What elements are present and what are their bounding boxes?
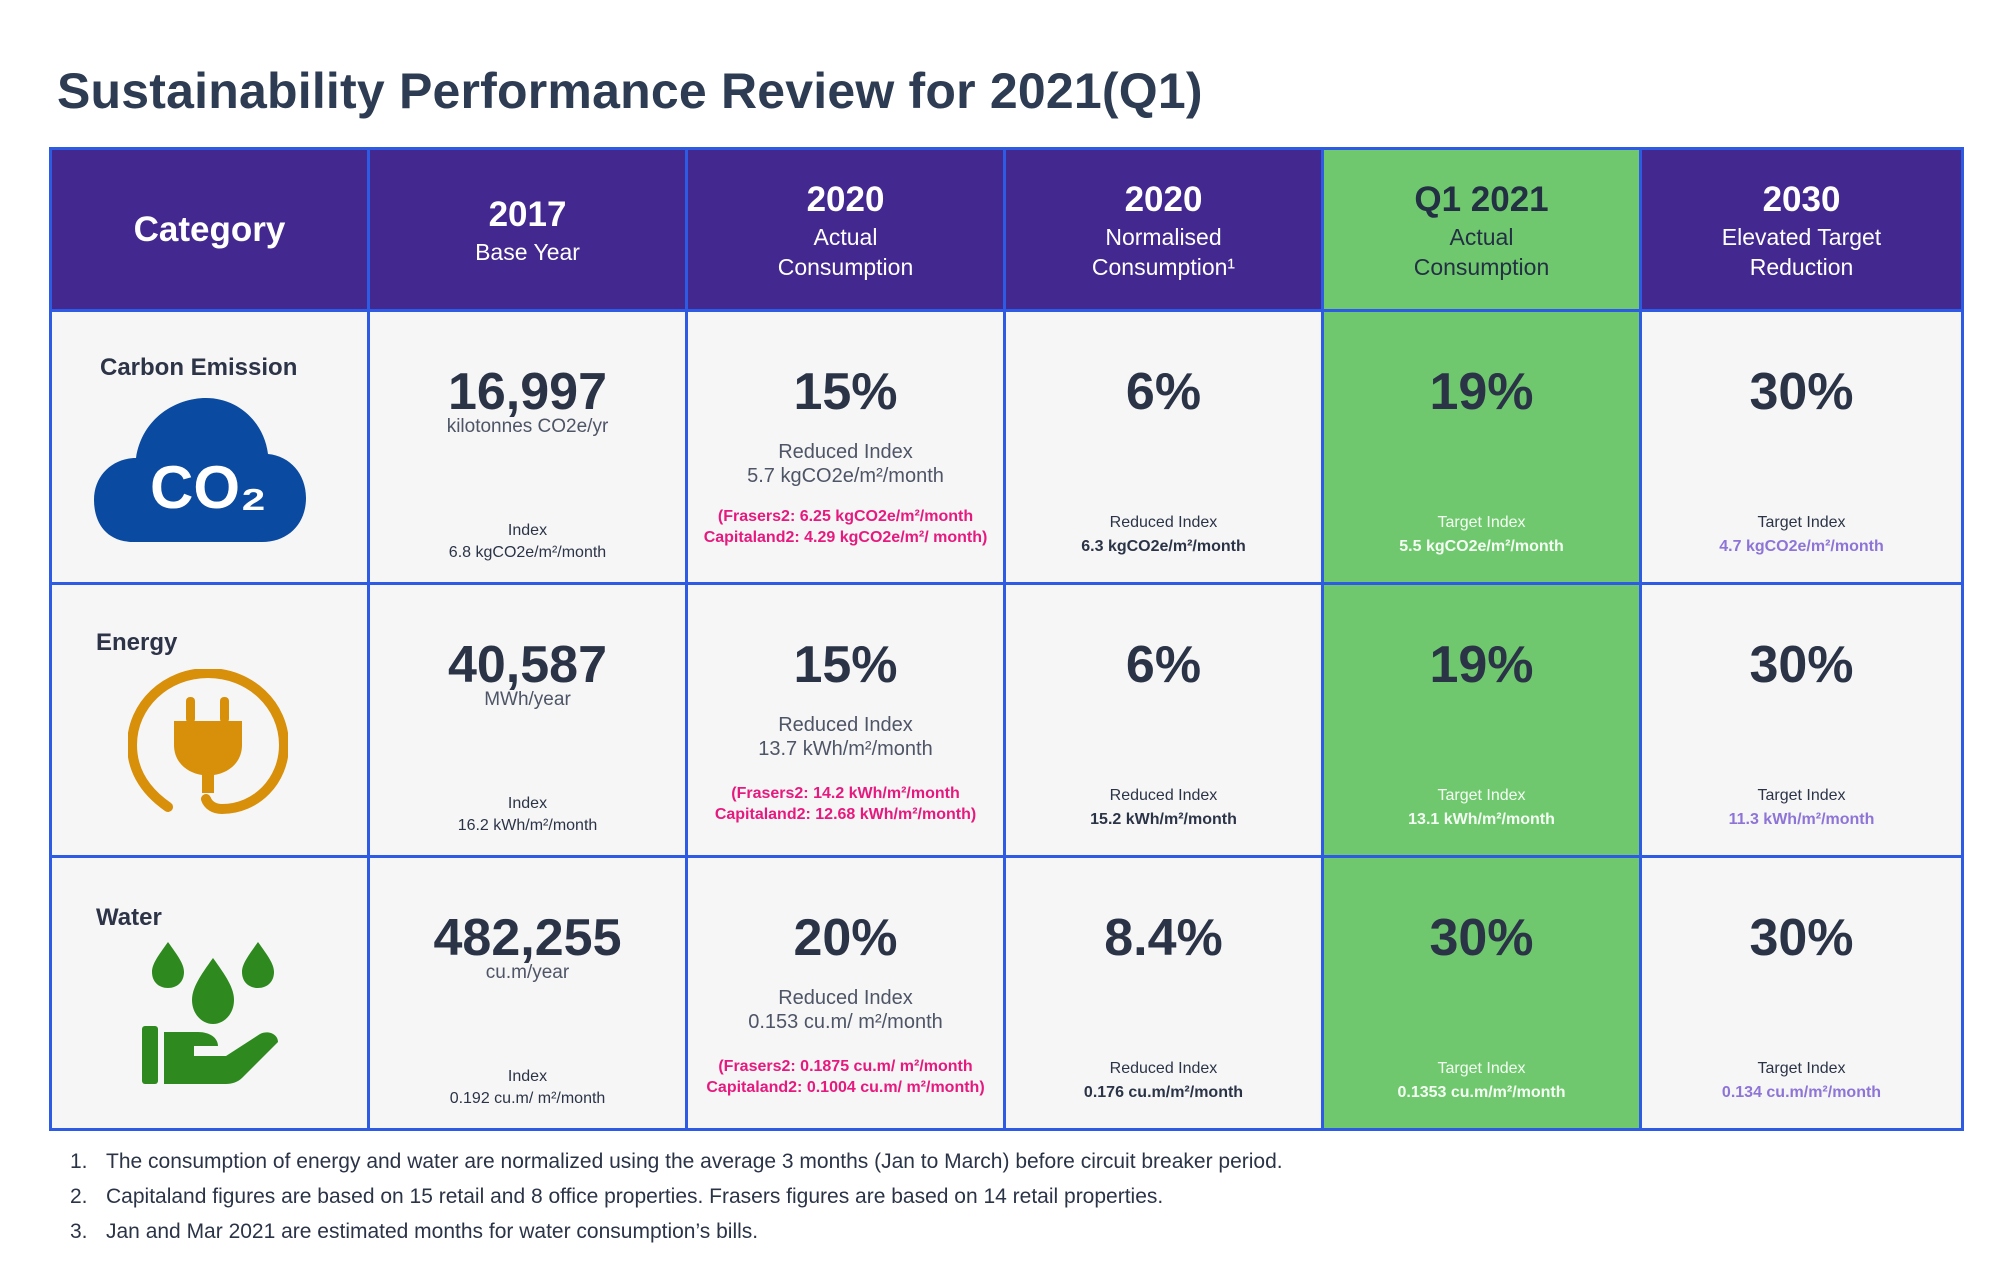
header-2020-normalised: 2020 Normalised Consumption¹	[1003, 147, 1324, 312]
category-cell: Carbon Emission CO₂	[49, 309, 370, 585]
header-2020-actual: 2020 Actual Consumption	[685, 147, 1006, 312]
normalised-2020-cell: 8.4% Reduced Index 0.176 cu.m/m²/month	[1003, 855, 1324, 1131]
base-year-cell: 16,997 kilotonnes CO2e/yr Index 6.8 kgCO…	[367, 309, 688, 585]
power-plug-icon	[128, 669, 288, 815]
header-q1-2021: Q1 2021 Actual Consumption	[1321, 147, 1642, 312]
footnote: 2. Capitaland figures are based on 15 ret…	[70, 1185, 1164, 1208]
page-title: Sustainability Performance Review for 20…	[57, 63, 1203, 119]
base-year-cell: 40,587 MWh/year Index 16.2 kWh/m²/month	[367, 582, 688, 858]
base-year-cell: 482,255 cu.m/year Index 0.192 cu.m/ m²/m…	[367, 855, 688, 1131]
operator-note: (Frasers2: 0.1875 cu.m/ m²/month Capital…	[706, 1058, 985, 1096]
header-category: Category	[49, 147, 370, 312]
actual-2020-cell: 15% Reduced Index 5.7 kgCO2e/m²/month (F…	[685, 309, 1006, 585]
normalised-2020-cell: 6% Reduced Index 15.2 kWh/m²/month	[1003, 582, 1324, 858]
header-row: Category 2017 Base Year 2020 Actual Cons…	[49, 147, 1964, 312]
table-row-energy: Energy 40,587 MWh/year Index 16.2 kWh/m²…	[49, 582, 1964, 858]
q1-2021-cell: 30% Target Index 0.1353 cu.m/m²/month	[1321, 855, 1642, 1131]
operator-note: (Frasers2: 14.2 kWh/m²/month Capitaland2…	[714, 785, 977, 823]
performance-table: Category 2017 Base Year 2020 Actual Cons…	[49, 147, 1964, 1131]
target-2030-cell: 30% Target Index 0.134 cu.m/m²/month	[1639, 855, 1964, 1131]
category-name: Carbon Emission	[100, 354, 298, 381]
table-row-water: Water 482,255 cu.m/year Index 0.192 cu.m…	[49, 855, 1964, 1131]
footnote: 1. The consumption of energy and water ar…	[70, 1150, 1283, 1173]
header-2017: 2017 Base Year	[367, 147, 688, 312]
co2-cloud-icon: CO₂	[94, 398, 306, 542]
footnote: 3. Jan and Mar 2021 are estimated months …	[70, 1220, 759, 1243]
water-drops-hand-icon	[142, 942, 278, 1084]
co2-label: CO₂	[150, 454, 267, 521]
footnotes: 1. The consumption of energy and water ar…	[70, 1144, 1283, 1249]
target-2030-cell: 30% Target Index 4.7 kgCO2e/m²/month	[1639, 309, 1964, 585]
header-2030: 2030 Elevated Target Reduction	[1639, 147, 1964, 312]
category-cell: Energy	[49, 582, 370, 858]
table-row-carbon: Carbon Emission CO₂ 16,997 kilotonnes CO…	[49, 309, 1964, 585]
category-name: Energy	[96, 629, 178, 656]
category-name: Water	[96, 904, 162, 931]
q1-2021-cell: 19% Target Index 5.5 kgCO2e/m²/month	[1321, 309, 1642, 585]
q1-2021-cell: 19% Target Index 13.1 kWh/m²/month	[1321, 582, 1642, 858]
normalised-2020-cell: 6% Reduced Index 6.3 kgCO2e/m²/month	[1003, 309, 1324, 585]
target-2030-cell: 30% Target Index 11.3 kWh/m²/month	[1639, 582, 1964, 858]
actual-2020-cell: 15% Reduced Index 13.7 kWh/m²/month (Fra…	[685, 582, 1006, 858]
category-cell: Water	[49, 855, 370, 1131]
operator-note: (Frasers2: 6.25 kgCO2e/m²/month Capitala…	[703, 508, 988, 546]
actual-2020-cell: 20% Reduced Index 0.153 cu.m/ m²/month (…	[685, 855, 1006, 1131]
